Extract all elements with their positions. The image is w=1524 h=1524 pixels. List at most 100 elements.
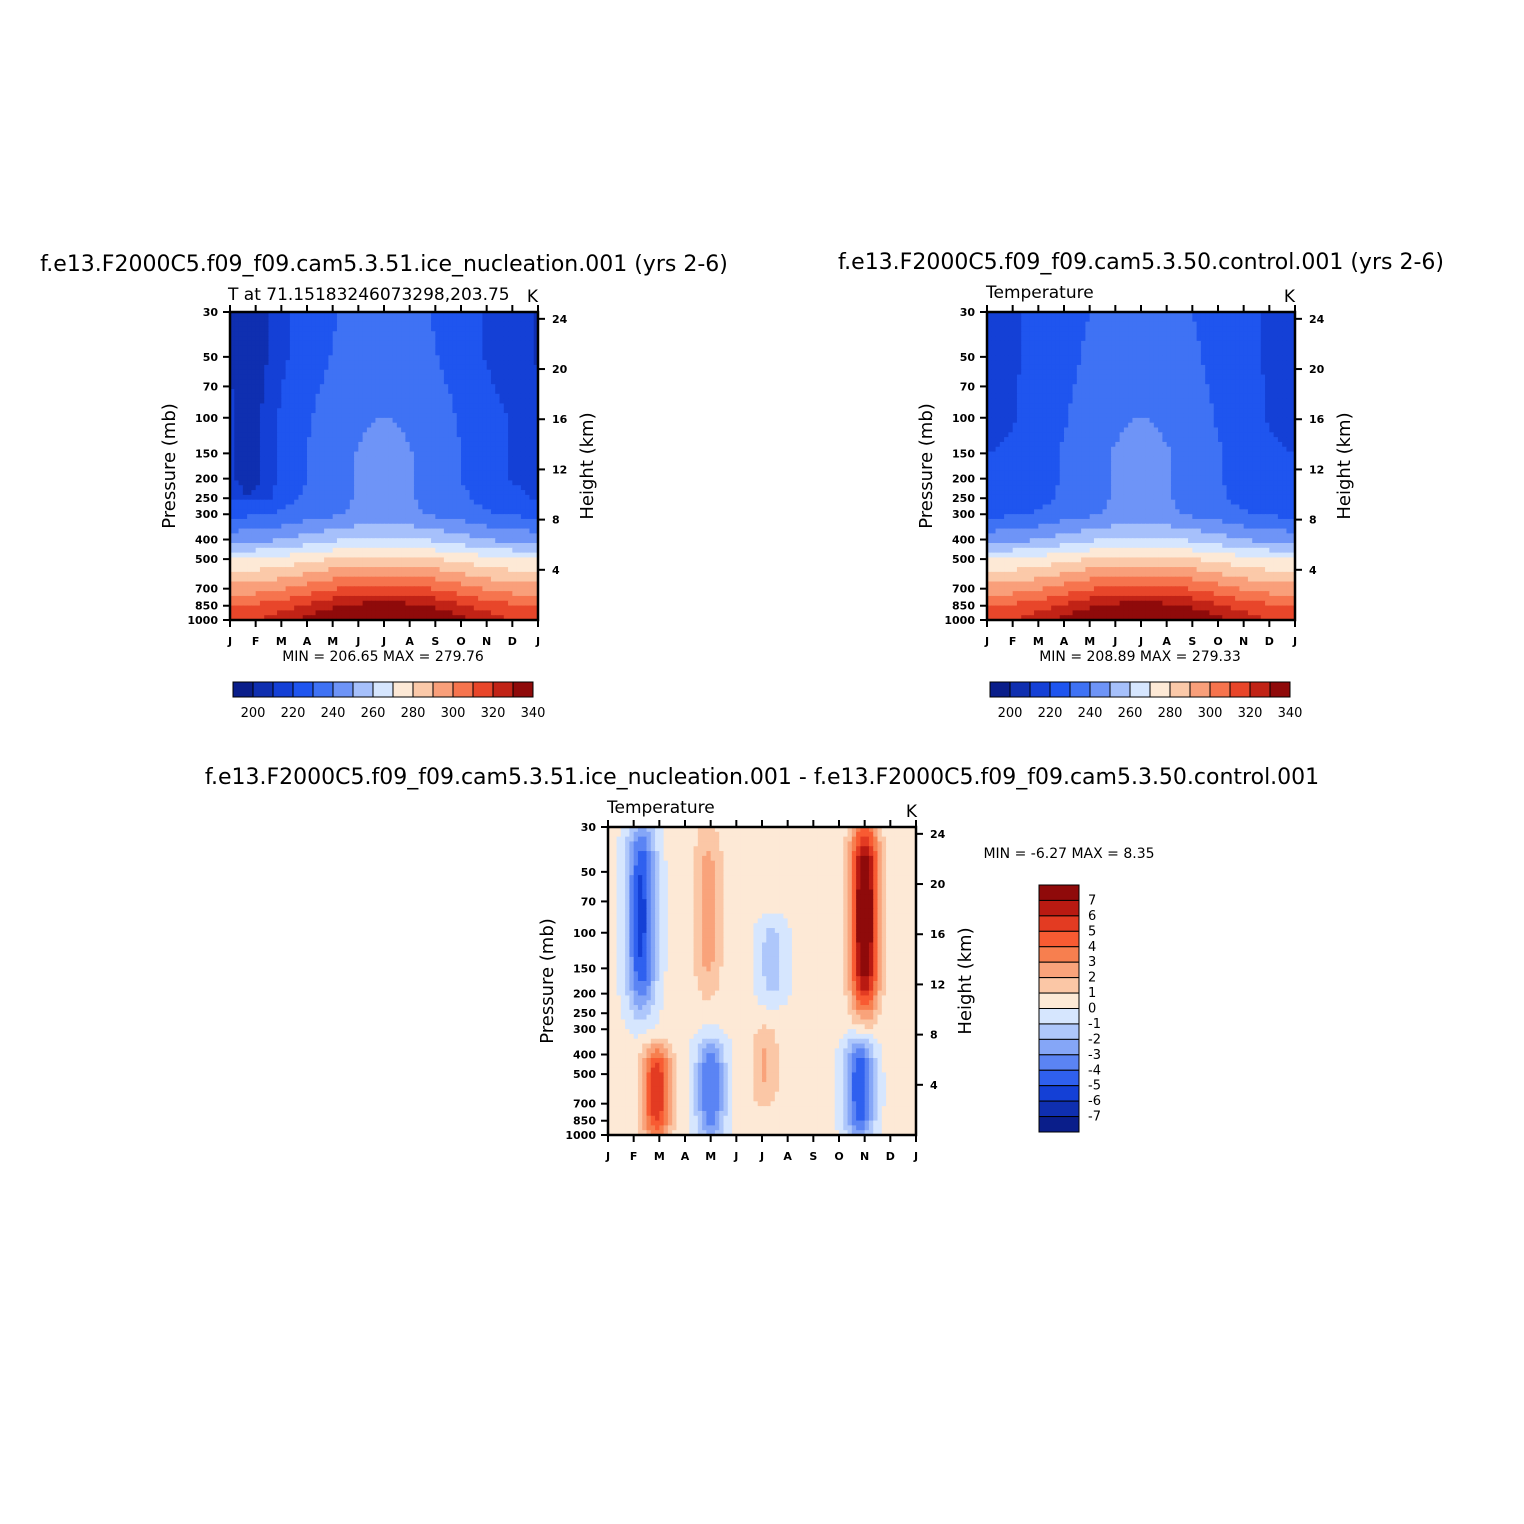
panel1-cell [465,408,471,414]
panel1-cell [426,321,432,328]
panel1-cell [302,586,308,592]
panel1-cell [247,422,252,429]
panel1-cell [259,374,265,380]
panel1-cell [435,538,441,544]
panel1-cell [311,374,317,380]
panel1-cell [482,379,488,385]
panel1-cell [264,321,270,328]
panel1-cell [332,552,338,559]
panel1-cell [259,422,265,429]
panel1-cell [508,374,513,380]
panel1-cell [384,615,389,621]
panel1-cell [324,485,329,491]
panel1-cell [443,331,449,337]
panel1-cell [251,345,257,352]
panel1-cell [349,355,355,361]
panel1-cell [499,552,505,559]
panel1-cell [242,557,248,563]
panel1-cell [358,451,364,457]
panel1-cell [448,355,454,361]
panel1-cell [230,538,235,544]
panel1-cell [533,413,539,419]
panel1-cell [247,591,252,597]
panel1-cell [508,456,513,462]
panel1-cell [461,528,466,534]
panel1-cell [307,446,312,453]
panel1-cell [259,504,265,510]
panel1-cell [435,437,441,443]
panel1-cell [319,538,325,544]
panel1-cell [319,605,325,611]
panel1-cell [362,321,368,328]
panel1-cell [516,331,522,337]
panel1-cell [311,485,317,491]
panel1-cell [525,427,531,433]
panel2-cell [1089,312,1095,318]
panel1-cell [426,398,432,405]
panel1-cell [358,528,364,534]
panel1-cell [465,331,471,337]
panel1-cell [289,374,295,380]
panel1-cell [456,369,462,376]
panel1-cell [392,528,398,534]
panel1-cell [422,490,428,496]
panel1-cell [508,355,513,361]
panel1-cell [375,427,381,433]
panel1-cell [478,456,483,462]
panel1-cell [281,393,287,400]
panel1-cell [473,389,479,395]
panel1-cell [465,369,471,376]
panel1-cell [520,389,526,395]
panel1-cell [486,350,492,356]
panel1-cell [251,422,257,429]
panel1-cell [495,509,501,515]
panel1-cell [473,312,479,318]
panel1-cell [315,552,321,559]
panel1-cell [456,562,462,568]
panel2-cell [1076,321,1082,328]
panel1-cell [461,350,466,356]
cbar1-swatch [272,681,294,698]
panel1-cell [431,446,436,453]
panel1-cell [285,321,291,328]
panel1-cell [525,523,531,530]
panel1-cell [302,413,308,419]
panel1-cell [259,485,265,491]
panel1-cell [448,389,454,395]
panel1-cell [230,490,235,496]
panel1-cell [469,557,475,563]
panel1-cell [448,528,454,534]
panel1-cell [324,379,329,385]
panel1-cell [413,441,419,448]
panel1-cell [465,533,471,539]
panel1-cell [366,336,372,342]
panel1-cell [482,615,488,621]
panel1-cell [431,605,436,611]
cbar1-label: 340 [521,706,546,721]
panel2-cell [1282,321,1288,328]
panel1-cell [362,360,368,366]
panel1-cell [324,398,329,405]
panel1-cell [499,389,505,395]
panel1-cell [328,456,334,462]
panel1-cell [294,533,300,539]
panel1-cell [495,393,501,400]
panel1-cell [482,403,488,409]
panel1-cell [439,557,445,563]
panel1-cell [281,490,287,496]
panel1-cell [426,350,432,356]
panel1-cell [336,456,342,462]
panel1-cell [473,475,479,482]
panel1-cell [490,389,496,395]
panel1-cell [315,393,321,400]
panel1-cell [302,451,308,457]
panel2-cell [1046,321,1052,328]
panel1-cell [251,581,257,587]
panel1-cell [375,509,381,515]
cbar1-swatch [372,681,394,698]
panel1-cell [426,422,432,429]
panel1-cell [255,605,261,611]
panel1-cell [529,408,535,414]
panel1-cell [336,504,342,510]
panel1-cell [238,316,244,323]
